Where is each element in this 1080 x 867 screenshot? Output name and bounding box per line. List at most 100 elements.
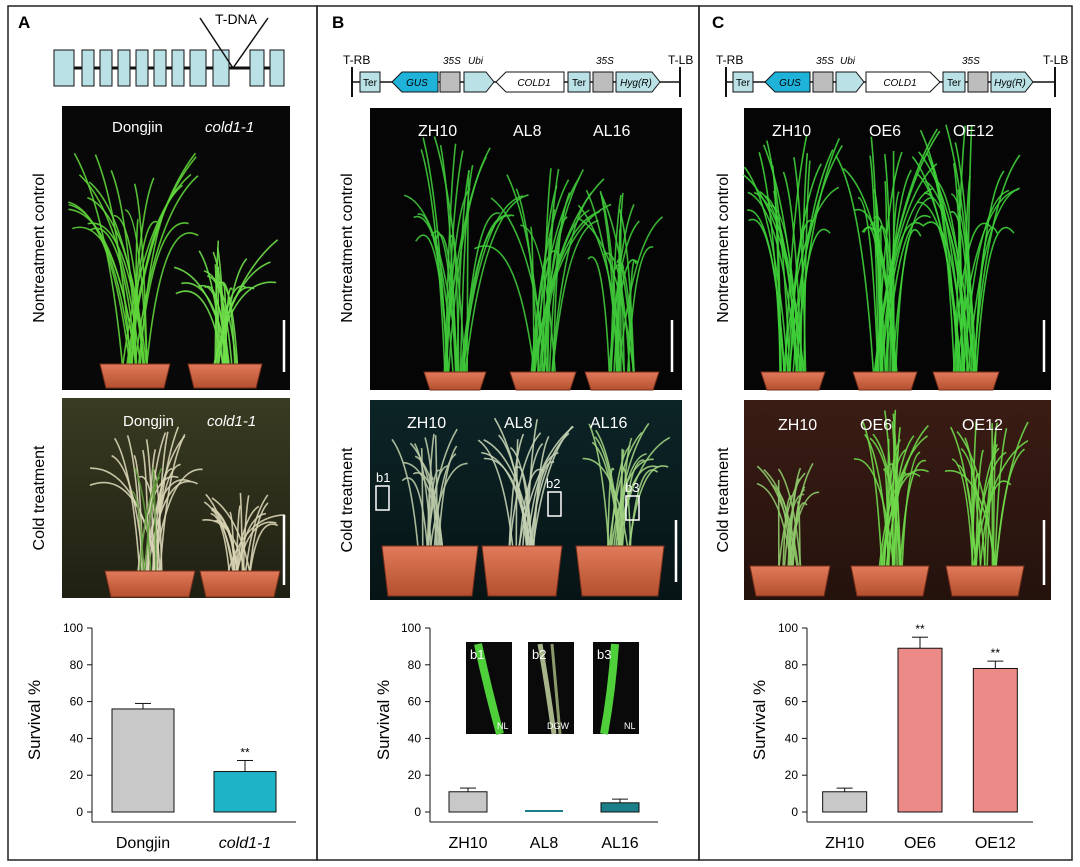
bar-chart: 0 20 40 60 80 100 Survival % ZH10 ** OE6 ** OE12 (750, 621, 1033, 852)
plant-leaf (137, 222, 189, 369)
construct-diagram-c: T-RB T-LB Ter GUS 35S Ubi COLD1 Ter 35S … (716, 53, 1068, 97)
inset-tag: NL (497, 721, 509, 731)
panel-letter-c: C (712, 13, 724, 32)
plant-leaf (145, 439, 155, 573)
plant-leaf (972, 440, 1029, 569)
plant-leaf (956, 431, 996, 569)
plant-leaf (131, 490, 145, 573)
cold1-sense-arrow (865, 71, 941, 93)
plant-leaf (994, 428, 1008, 569)
exon (117, 49, 131, 87)
plant-leaf (857, 196, 879, 375)
plant-leaf (614, 263, 635, 375)
plant-leaf (460, 214, 515, 375)
pot (199, 570, 281, 598)
promoter-35s-box (439, 71, 461, 93)
y-axis-label: Survival % (374, 680, 393, 760)
survival-charts: 0 20 40 60 80 100 Survival % Dongjin ** cold1-1 0 2… (25, 621, 1033, 852)
exon (153, 49, 167, 87)
inset-leaf-b2b (550, 643, 562, 735)
y-tick-label: 40 (785, 731, 799, 745)
y-tick-label: 0 (791, 805, 798, 819)
tdna-label: T-DNA (215, 11, 258, 27)
plant-leaf (795, 138, 841, 375)
y-tick-label: 60 (408, 695, 422, 709)
plant-leaf (869, 221, 883, 375)
exon (249, 49, 265, 87)
gus-arrow (391, 71, 439, 93)
inset-box-b1 (375, 485, 390, 511)
y-tick-label: 0 (414, 805, 421, 819)
bar (822, 791, 868, 813)
plant-leaf (493, 417, 529, 549)
plant-leaf (885, 424, 929, 569)
significance-mark: ** (991, 646, 1001, 660)
plant-leaf (901, 451, 921, 569)
terminator-box (732, 71, 754, 93)
plant-leaf (578, 217, 635, 375)
y-tick-label: 80 (408, 658, 422, 672)
terminator-label-2: Ter (572, 78, 587, 89)
photo-label: AL16 (593, 123, 630, 140)
y-tick-label: 100 (778, 621, 798, 635)
photo-label: AL8 (504, 415, 533, 432)
plant-leaf (529, 226, 535, 375)
photo-label: ZH10 (407, 415, 446, 432)
plant-leaf (950, 193, 975, 375)
plant-leaf (791, 502, 808, 569)
plant-leaf (133, 183, 148, 369)
plant-leaf (777, 468, 802, 569)
ubi-label: Ubi (468, 56, 484, 67)
plant-leaf (216, 247, 226, 369)
hygromycin-label: Hyg(R) (994, 78, 1026, 89)
plant-leaf (517, 425, 574, 549)
promoter-35s-label-2: 35S (962, 56, 980, 67)
plant-leaf (762, 144, 802, 375)
category-label: AL16 (601, 835, 638, 852)
plant-leaf (617, 465, 659, 549)
significance-mark: ** (240, 745, 250, 759)
plant-leaf (891, 409, 897, 569)
panel-c-frame (698, 5, 1073, 861)
plant-leaf (153, 426, 180, 573)
plant-leaf (217, 286, 255, 369)
plant-leaf (789, 219, 814, 375)
plant-leaf (444, 143, 457, 375)
significance-mark: ** (915, 622, 925, 636)
photo-label: OE6 (869, 123, 901, 140)
plant-leaf (506, 174, 545, 375)
hygromycin-arrow (615, 71, 661, 93)
plant-leaf (891, 196, 933, 375)
plant-leaf (786, 163, 822, 375)
y-tick-label: 60 (70, 695, 84, 709)
plant-leaf (459, 164, 474, 375)
plant-leaf (433, 136, 466, 375)
inset-box-b2 (547, 491, 562, 517)
gene-structure-diagram: T-DNA (53, 11, 285, 87)
plant-leaf (618, 208, 635, 375)
plant-leaf (951, 458, 974, 569)
category-label: ZH10 (448, 835, 487, 852)
exon (135, 49, 149, 87)
photo-label: cold1-1 (207, 413, 256, 430)
plant-leaf (144, 467, 163, 573)
plant-leaf (758, 152, 782, 375)
plant-leaf (880, 187, 934, 375)
gus-arrow (764, 71, 811, 93)
pot (575, 545, 665, 597)
y-tick-label: 100 (63, 621, 83, 635)
exon (99, 49, 113, 87)
inset-label: b3 (597, 647, 611, 662)
plant-leaf (145, 232, 199, 369)
plant-leaf (151, 468, 173, 573)
inset-tag: NL (624, 721, 636, 731)
bar (600, 802, 640, 813)
plant-leaf (591, 441, 621, 549)
inset-leaf-b3 (600, 643, 619, 735)
plant-leaf (548, 192, 571, 375)
promoter-35s-box (812, 71, 834, 93)
plant-leaf (239, 492, 244, 573)
plant-leaf (743, 166, 789, 375)
plant-leaf (613, 259, 639, 375)
pot (850, 565, 930, 597)
